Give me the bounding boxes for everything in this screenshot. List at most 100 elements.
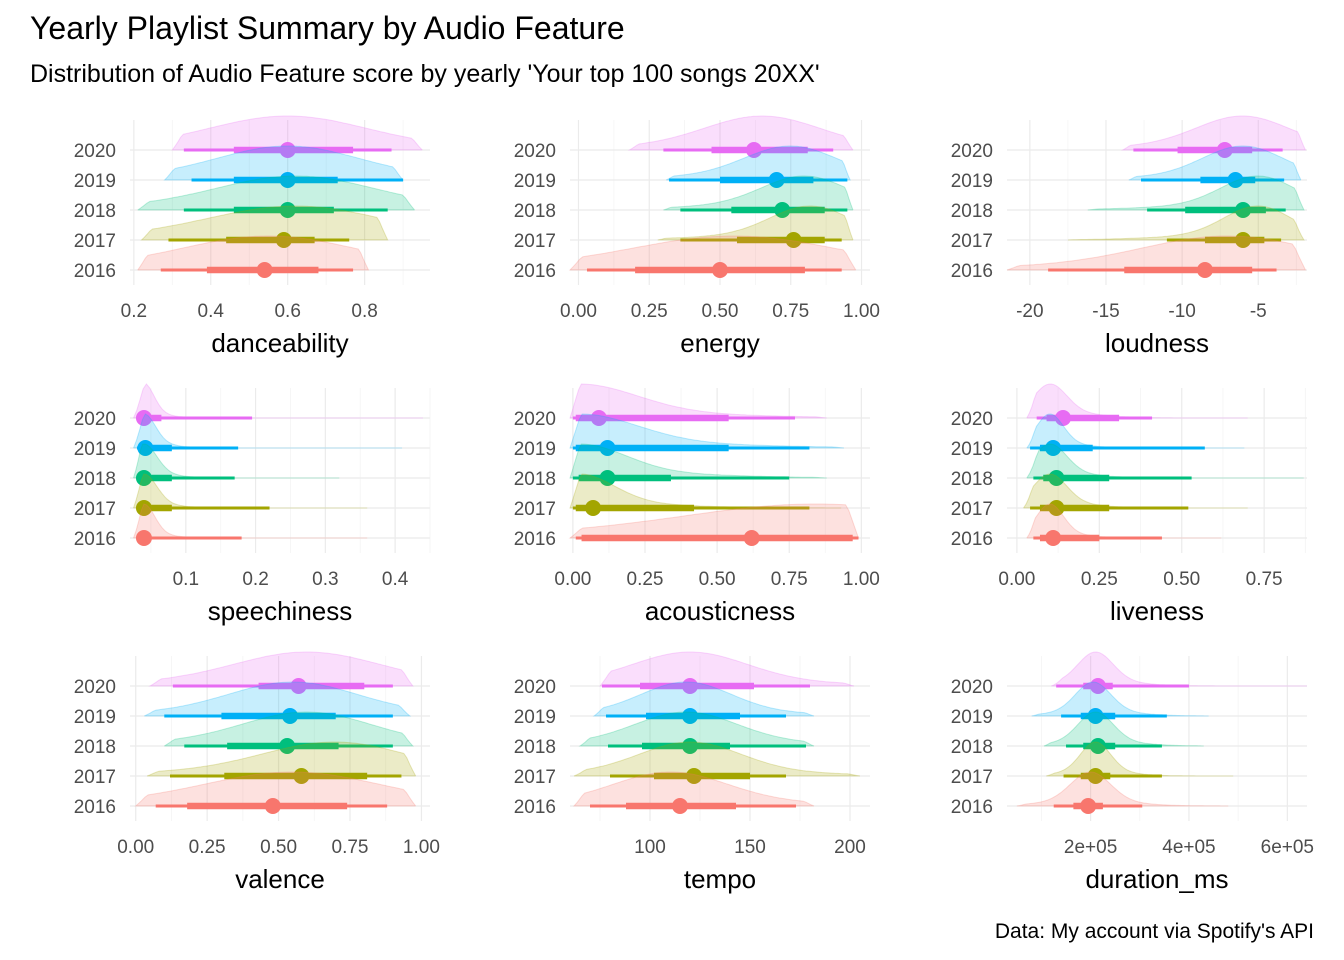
facet-tempo: 2016 2017 2018 2019 2020 100 150 200 tempo [514,651,870,894]
year-label-2018: 2018 [514,469,556,490]
x-tick-label: 0.3 [312,569,338,590]
median-point-2019 [1227,172,1244,188]
year-label-2017: 2017 [951,499,993,520]
density-2018 [137,175,415,211]
year-label-2019: 2019 [951,439,993,460]
facet-duration_ms: 2016 2017 2018 2019 2020 2e+05 4e+05 6e+05 durat… [951,651,1314,894]
year-label-2016: 2016 [514,797,556,818]
year-label-2016: 2016 [951,529,993,550]
density-2020 [569,383,827,419]
x-tick-label: 6e+05 [1261,837,1314,858]
year-label-2019: 2019 [74,707,116,728]
year-label-2020: 2020 [74,409,116,430]
x-tick-label: 0.25 [189,837,226,858]
median-point-2017 [1048,500,1065,516]
x-tick-label: 0.00 [554,569,591,590]
year-label-2017: 2017 [74,231,116,252]
median-point-2019 [682,708,698,724]
median-point-2016 [1045,530,1062,546]
density-2020 [1051,651,1307,687]
density-2020 [598,651,855,687]
year-label-2020: 2020 [951,141,993,162]
x-axis-title: duration_ms [1085,864,1228,894]
median-point-2019 [282,708,298,724]
year-label-2019: 2019 [514,439,556,460]
year-label-2020: 2020 [514,677,556,698]
year-label-2019: 2019 [514,707,556,728]
x-tick-label: 2e+05 [1064,837,1117,858]
x-tick-label: 0.50 [1163,569,1200,590]
median-point-2016 [135,530,152,546]
year-label-2017: 2017 [514,231,556,252]
median-point-2020 [1089,678,1106,694]
density-2019 [592,681,815,717]
facet-liveness: 2016 2017 2018 2019 2020 0.00 0.25 0.50 0.75 live… [951,383,1307,626]
density-2017 [146,741,417,777]
year-label-2019: 2019 [951,171,993,192]
year-label-2016: 2016 [74,261,116,282]
density-2018 [133,443,340,479]
median-point-2020 [279,142,296,158]
year-label-2018: 2018 [951,201,993,222]
median-point-2019 [768,172,785,188]
year-label-2018: 2018 [514,201,556,222]
year-label-2018: 2018 [74,469,116,490]
x-tick-label: -20 [1016,301,1043,322]
density-2020 [1120,115,1307,151]
density-2018 [663,175,854,211]
year-label-2019: 2019 [514,171,556,192]
median-point-2019 [1087,708,1104,724]
median-point-2018 [1235,202,1252,218]
density-2017 [657,205,854,241]
median-point-2020 [135,410,152,426]
year-label-2017: 2017 [951,767,993,788]
year-label-2016: 2016 [951,797,993,818]
density-2019 [163,145,405,181]
x-tick-label: 0.00 [117,837,154,858]
median-point-2020 [590,410,607,426]
facet-speechiness: 2016 2017 2018 2019 2020 0.1 0.2 0.3 0.4 speechin… [74,383,431,626]
x-tick-label: 4e+05 [1162,837,1215,858]
density-2016 [1016,771,1229,807]
x-tick-label: 1.00 [843,301,880,322]
facet-valence: 2016 2017 2018 2019 2020 0.00 0.25 0.50 0.75 1.00… [74,651,440,894]
x-tick-label: 0.50 [702,301,739,322]
year-label-2017: 2017 [74,499,116,520]
median-point-2019 [599,440,616,456]
density-2017 [1067,205,1305,241]
median-point-2019 [137,440,154,456]
median-point-2017 [135,500,152,516]
median-point-2017 [275,232,292,248]
density-2020 [133,383,424,419]
x-tick-label: 0.1 [173,569,199,590]
x-tick-label: 0.4 [382,569,409,590]
x-axis-title: tempo [684,864,756,894]
x-tick-label: 0.75 [1246,569,1283,590]
density-2019 [144,681,412,717]
median-point-2020 [745,142,762,158]
median-point-2020 [682,678,698,694]
x-tick-label: 0.25 [631,301,668,322]
facet-acousticness: 2016 2017 2018 2019 2020 0.00 0.25 0.50 0.75 1.00… [514,383,880,626]
density-2019 [133,413,403,449]
x-axis-title: valence [235,864,325,894]
median-point-2020 [290,678,307,694]
x-tick-label: 200 [834,837,866,858]
median-point-2018 [279,202,296,218]
year-label-2020: 2020 [951,409,993,430]
year-label-2019: 2019 [74,171,116,192]
median-point-2016 [264,798,281,814]
x-tick-label: 0.50 [699,569,736,590]
x-tick-label: 0.00 [560,301,597,322]
median-point-2016 [1080,798,1097,814]
year-label-2018: 2018 [74,201,116,222]
x-axis-title: loudness [1105,328,1209,358]
median-point-2018 [1089,738,1106,754]
x-tick-label: 0.75 [332,837,369,858]
median-point-2017 [1235,232,1252,248]
x-tick-label: 0.2 [121,301,147,322]
year-label-2017: 2017 [951,231,993,252]
median-point-2016 [1196,262,1213,278]
median-point-2017 [686,768,702,784]
year-label-2020: 2020 [514,409,556,430]
